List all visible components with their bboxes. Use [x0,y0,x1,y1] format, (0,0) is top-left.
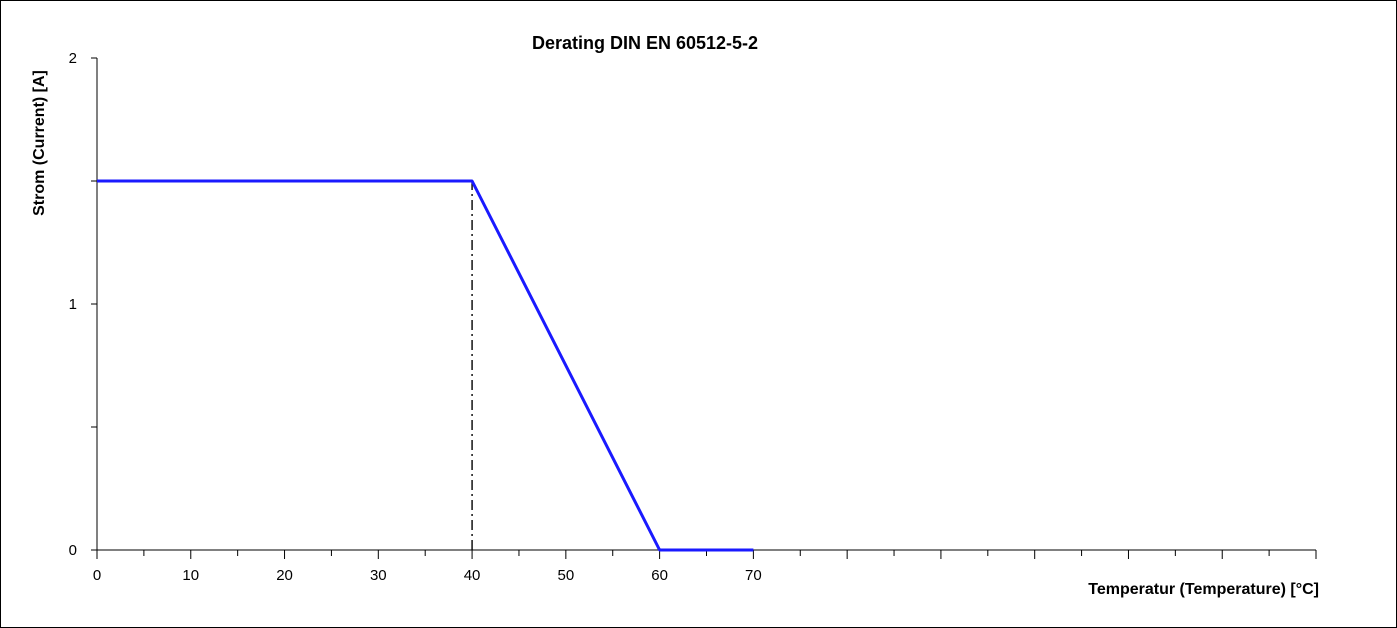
x-tick-label: 20 [276,567,293,584]
x-axis-label: Temperatur (Temperature) [°C] [1088,581,1319,598]
y-tick-label: 0 [69,542,77,559]
chart-title: Derating DIN EN 60512-5-2 [532,33,758,53]
x-tick-label: 30 [370,567,387,584]
y-tick-label: 1 [69,296,77,313]
reference-lines [97,180,473,550]
derating-curve [97,179,754,552]
x-tick-label: 50 [558,567,575,584]
y-axis-label: Strom (Current) [A] [31,70,48,216]
series-layer [97,179,754,552]
x-tick-label: 0 [93,567,101,584]
x-tick-label: 70 [745,567,762,584]
y-tick-label: 2 [69,50,77,67]
x-tick-label: 40 [464,567,481,584]
x-tick-label: 10 [182,567,199,584]
x-tick-label: 60 [651,567,668,584]
